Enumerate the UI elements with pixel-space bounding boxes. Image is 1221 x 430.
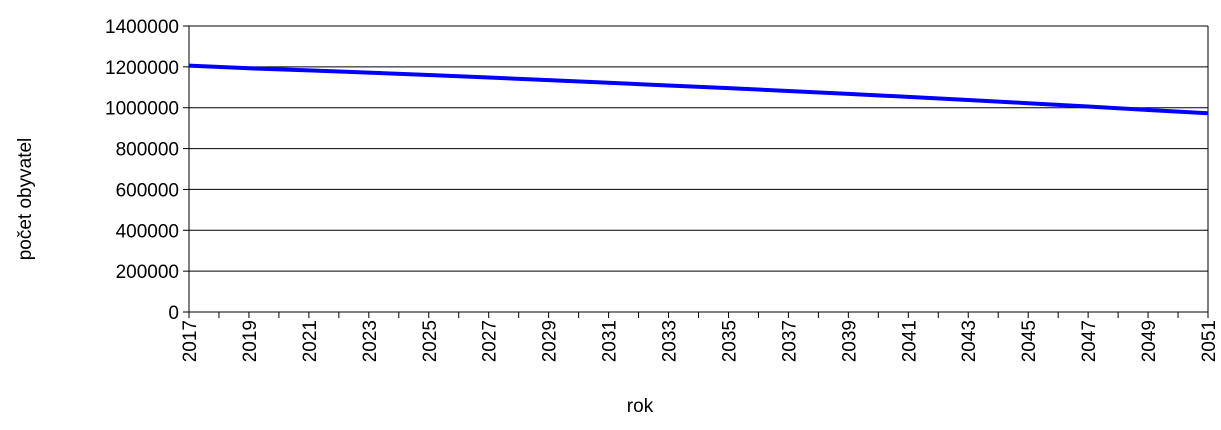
x-tick-label: 2021 [300,320,321,362]
x-tick-label: 2031 [600,320,621,362]
series-line [188,63,1209,116]
x-tick-label: 2033 [660,320,681,362]
axes [183,25,1209,318]
x-tick-label: 2039 [839,320,860,362]
series-layer [188,63,1209,116]
x-tick-label: 2027 [480,320,501,362]
x-tick-label: 2035 [719,320,740,362]
y-tick-label: 1400000 [105,17,179,38]
y-tick-label: 0 [168,303,179,324]
y-tick-label: 1000000 [105,99,179,120]
x-tick-label: 2037 [779,320,800,362]
y-tick-label: 1200000 [105,58,179,79]
x-tick-label: 2017 [180,320,201,362]
x-tick-label: 2025 [420,320,441,362]
x-tick-label: 2043 [959,320,980,362]
x-tick-label: 2029 [540,320,561,362]
x-tick-label: 2051 [1199,320,1220,362]
y-axis-title: počet obyvatel [15,138,36,261]
x-tick-label: 2045 [1019,320,1040,362]
y-tick-label: 600000 [116,180,179,201]
y-tick-label: 400000 [116,221,179,242]
x-tick-label: 2047 [1079,320,1100,362]
y-tick-labels: 0 200000 400000 600000 800000 1000000 1200000 1… [105,17,179,324]
gridlines [189,25,1208,272]
x-tick-labels: 2017 2019 2021 2023 2025 2027 2029 2031 2033 2035… [180,320,1220,362]
x-tick-label: 2023 [360,320,381,362]
x-tick-label: 2049 [1139,320,1160,362]
y-tick-label: 800000 [116,140,179,161]
x-axis-title: rok [627,396,654,417]
y-tick-label: 200000 [116,262,179,283]
x-tick-label: 2041 [899,320,920,362]
x-tick-label: 2019 [240,320,261,362]
